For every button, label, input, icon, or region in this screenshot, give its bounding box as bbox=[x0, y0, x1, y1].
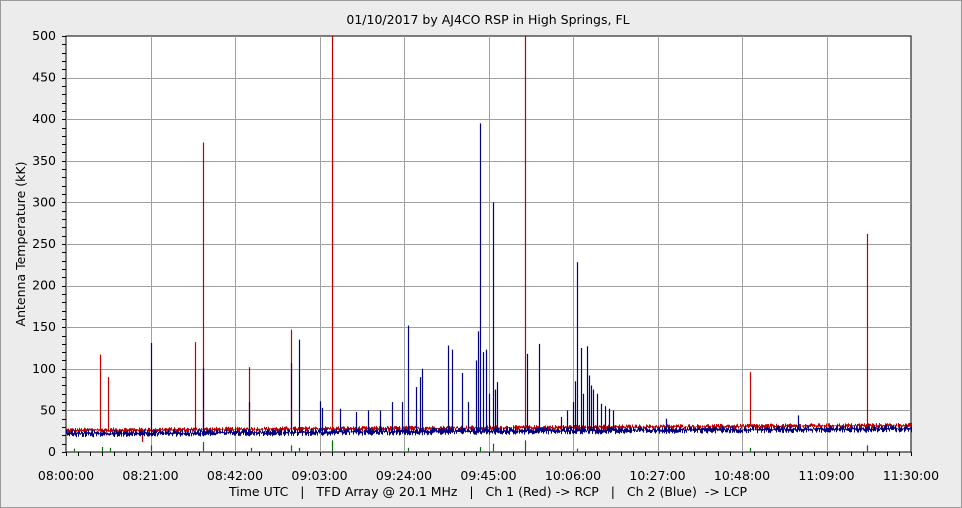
chart-title: 01/10/2017 by AJ4CO RSP in High Springs,… bbox=[346, 12, 629, 27]
series-1 bbox=[66, 36, 912, 443]
x-tick-labels: 08:00:00 08:21:00 08:42:00 09:03:00 09:24:00… bbox=[38, 468, 939, 483]
x-tick-label: 09:24:00 bbox=[376, 468, 432, 483]
y-tick-label: 350 bbox=[32, 153, 56, 168]
series-2 bbox=[66, 123, 912, 438]
y-axis-label: Antenna Temperature (kK) bbox=[13, 162, 28, 327]
y-tick-label: 500 bbox=[32, 28, 56, 43]
y-tick-label: 150 bbox=[32, 319, 56, 334]
x-tick-label: 08:21:00 bbox=[122, 468, 178, 483]
y-tick-label: 0 bbox=[48, 444, 56, 459]
y-tick-label: 450 bbox=[32, 70, 56, 85]
y-tick-label: 400 bbox=[32, 111, 56, 126]
minor-ticks bbox=[62, 36, 912, 456]
x-tick-label: 08:00:00 bbox=[38, 468, 94, 483]
y-tick-labels: 0 50 100 150 200 250 300 350 400 450 500 bbox=[32, 28, 56, 459]
series-layer bbox=[66, 36, 912, 452]
y-tick-label: 50 bbox=[40, 402, 56, 417]
x-tick-label: 10:48:00 bbox=[714, 468, 770, 483]
y-tick-label: 100 bbox=[32, 361, 56, 376]
x-tick-label: 10:06:00 bbox=[545, 468, 601, 483]
x-tick-label: 09:03:00 bbox=[291, 468, 347, 483]
x-tick-label: 08:42:00 bbox=[207, 468, 263, 483]
x-axis-label: Time UTC | TFD Array @ 20.1 MHz | Ch 1 (… bbox=[228, 484, 747, 499]
series-3 bbox=[73, 440, 869, 452]
x-tick-label: 11:09:00 bbox=[798, 468, 854, 483]
x-tick-label: 10:27:00 bbox=[629, 468, 685, 483]
series-2-baseline bbox=[66, 425, 912, 438]
x-tick-label: 09:45:00 bbox=[460, 468, 516, 483]
x-tick-label: 11:30:00 bbox=[883, 468, 939, 483]
y-tick-label: 300 bbox=[32, 194, 56, 209]
y-tick-label: 250 bbox=[32, 236, 56, 251]
y-tick-label: 200 bbox=[32, 278, 56, 293]
